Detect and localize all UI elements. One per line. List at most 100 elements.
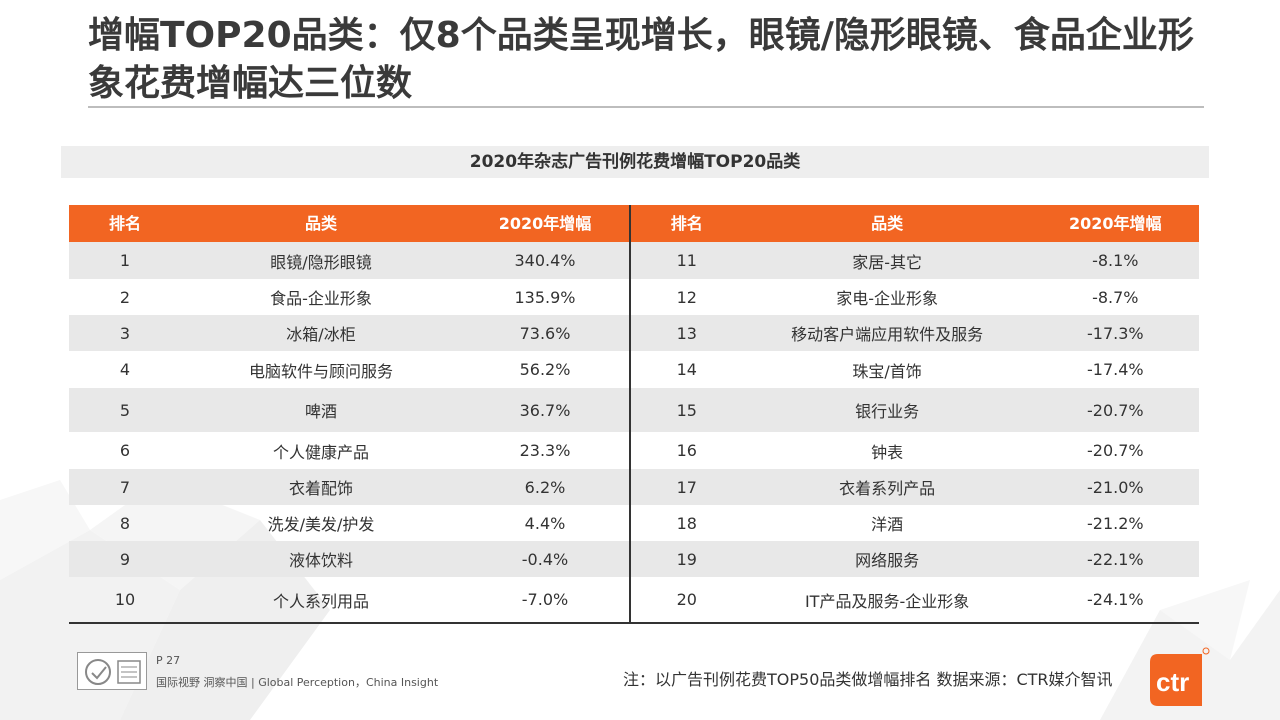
cell-category: 家居-其它: [852, 252, 922, 272]
cell-category: 家电-企业形象: [836, 289, 938, 308]
cell-rank: 12: [676, 287, 697, 307]
cell-growth: -8.1%: [1092, 251, 1139, 270]
table-row: 18 洋酒 -21.2%: [631, 505, 1199, 541]
cell-growth: -24.1%: [1086, 590, 1144, 609]
cell-growth: -20.7%: [1086, 400, 1144, 420]
table-row: 9 液体饮料 -0.4%: [69, 541, 629, 577]
cell-rank: 16: [676, 441, 697, 460]
cell-category: 液体饮料: [288, 551, 353, 570]
cell-rank: 4: [119, 360, 131, 379]
cell-category: 电脑软件与顾问服务: [248, 361, 393, 381]
cell-growth: -21.2%: [1086, 513, 1144, 533]
cell-growth: -8.7%: [1092, 287, 1139, 307]
cell-growth: -17.3%: [1086, 323, 1144, 343]
table-row: 3 冰箱/冰柜 73.6%: [69, 315, 629, 351]
cell-growth: -7.0%: [521, 590, 569, 609]
certification-logo: [77, 652, 147, 690]
cell-rank: 6: [119, 441, 131, 460]
cell-rank: 14: [676, 360, 697, 379]
table-row: 10 个人系列用品 -7.0%: [69, 577, 629, 622]
table-row: 4 电脑软件与顾问服务 56.2%: [69, 351, 629, 388]
table-row: 2 食品-企业形象 135.9%: [69, 279, 629, 315]
table-left-half: 排名 品类 2020年增幅 1 眼镜/隐形眼镜 340.4% 2 食品-企业形象 135.…: [69, 205, 629, 622]
cell-category: 个人系列用品: [272, 591, 369, 611]
title-divider: [88, 106, 1204, 108]
cell-rank: 3: [119, 323, 131, 343]
cell-growth: 56.2%: [519, 360, 571, 379]
table-row: 7 衣着配饰 6.2%: [69, 469, 629, 505]
cell-rank: 7: [119, 477, 131, 497]
ctr-logo: ctr: [1150, 647, 1210, 706]
cell-category: 衣着配饰: [288, 479, 353, 498]
cell-rank: 10: [114, 590, 136, 609]
header-category: 品类: [871, 214, 904, 233]
page-title: 增幅TOP20品类：仅8个品类呈现增长，眼镜/隐形眼镜、食品企业形象花费增幅达三…: [88, 15, 1194, 104]
cell-growth: 4.4%: [524, 513, 566, 533]
cell-growth: -22.1%: [1086, 549, 1144, 569]
ranking-table: 排名 品类 2020年增幅 1 眼镜/隐形眼镜 340.4% 2 食品-企业形象 135.…: [69, 205, 1199, 624]
cell-category: IT产品及服务-企业形象: [804, 591, 970, 611]
cell-rank: 8: [119, 513, 131, 533]
header-rank: 排名: [670, 214, 703, 233]
cell-growth: 340.4%: [514, 251, 576, 270]
page-number: P 27: [156, 654, 181, 667]
cell-rank: 11: [676, 251, 697, 270]
table-row: 12 家电-企业形象 -8.7%: [631, 279, 1199, 315]
footer-tagline: 国际视野 洞察中国 | Global Perception，China Insi…: [156, 676, 439, 689]
table-row: 14 珠宝/首饰 -17.4%: [631, 351, 1199, 388]
header-rank: 排名: [108, 214, 141, 233]
cell-rank: 15: [676, 400, 697, 420]
cell-category: 衣着系列产品: [839, 479, 936, 498]
table-row: 16 钟表 -20.7%: [631, 432, 1199, 469]
cell-category: 洋酒: [871, 515, 904, 534]
cell-category: 个人健康产品: [272, 442, 369, 462]
cell-category: 眼镜/隐形眼镜: [270, 252, 372, 272]
table-caption: 2020年杂志广告刊例花费增幅TOP20品类: [61, 146, 1209, 178]
cell-rank: 20: [676, 590, 697, 609]
table-right-half: 排名 品类 2020年增幅 11 家居-其它 -8.1% 12 家电-企业形象 -8.7%…: [629, 205, 1199, 622]
table-row: 17 衣着系列产品 -21.0%: [631, 469, 1199, 505]
table-row: 8 洗发/美发/护发 4.4%: [69, 505, 629, 541]
cell-rank: 9: [119, 549, 131, 569]
cell-growth: -20.7%: [1086, 441, 1144, 460]
table-bottom-rule: [69, 622, 1199, 624]
cell-rank: 17: [676, 477, 697, 497]
cell-growth: -21.0%: [1086, 477, 1144, 497]
cell-category: 移动客户端应用软件及服务: [791, 325, 984, 344]
cell-category: 食品-企业形象: [270, 289, 372, 308]
table-row: 6 个人健康产品 23.3%: [69, 432, 629, 469]
table-header: 排名 品类 2020年增幅: [69, 205, 629, 242]
cell-category: 钟表: [871, 442, 904, 462]
ctr-logo-text: ctr: [1156, 667, 1189, 697]
cell-rank: 1: [119, 251, 131, 270]
cell-growth: 23.3%: [519, 441, 571, 460]
cell-growth: -17.4%: [1086, 360, 1144, 379]
cell-category: 银行业务: [855, 402, 920, 421]
table-row: 11 家居-其它 -8.1%: [631, 242, 1199, 279]
cell-growth: 135.9%: [514, 287, 576, 307]
cell-category: 珠宝/首饰: [852, 361, 922, 381]
table-row: 19 网络服务 -22.1%: [631, 541, 1199, 577]
header-growth: 2020年增幅: [1069, 214, 1162, 233]
table-row: 20 IT产品及服务-企业形象 -24.1%: [631, 577, 1199, 622]
table-row: 1 眼镜/隐形眼镜 340.4%: [69, 242, 629, 279]
table-row: 15 银行业务 -20.7%: [631, 388, 1199, 432]
cell-rank: 2: [119, 287, 131, 307]
cell-rank: 18: [676, 513, 697, 533]
cell-category: 洗发/美发/护发: [267, 515, 375, 534]
cell-category: 啤酒: [304, 402, 337, 421]
cell-rank: 5: [119, 400, 131, 420]
cell-rank: 19: [676, 549, 697, 569]
cell-growth: 36.7%: [519, 400, 571, 420]
header-category: 品类: [304, 214, 337, 233]
table-row: 5 啤酒 36.7%: [69, 388, 629, 432]
cell-category: 冰箱/冰柜: [286, 325, 356, 344]
table-header: 排名 品类 2020年增幅: [631, 205, 1199, 242]
header-growth: 2020年增幅: [498, 214, 592, 233]
cell-growth: 73.6%: [519, 323, 571, 343]
cell-rank: 13: [676, 323, 697, 343]
cell-growth: 6.2%: [524, 477, 566, 497]
table-row: 13 移动客户端应用软件及服务 -17.3%: [631, 315, 1199, 351]
cell-growth: -0.4%: [521, 549, 569, 569]
footer-note: 注：以广告刊例花费TOP50品类做增幅排名 数据来源：CTR媒介智讯: [623, 670, 1113, 689]
